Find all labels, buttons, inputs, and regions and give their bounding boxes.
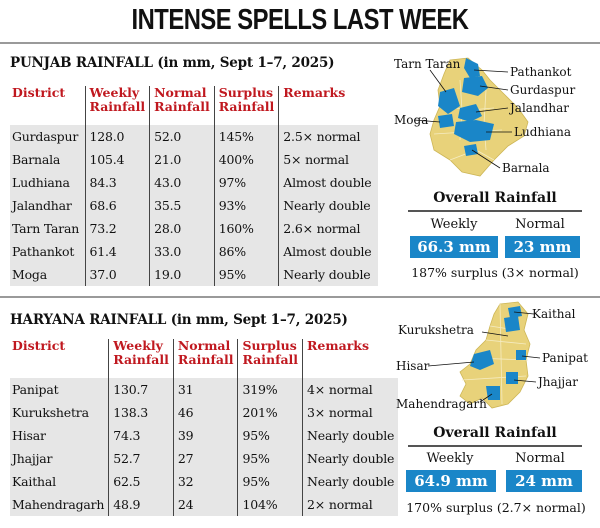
table-row: Ludhiana 84.3 43.0 97% Almost double	[10, 171, 378, 194]
table-row: Hisar 74.3 39 95% Nearly double	[10, 424, 399, 447]
middle-divider	[0, 296, 600, 298]
haryana-weekly-label: Weekly	[426, 451, 474, 466]
label-mahendragarh: Mahendragarh	[396, 397, 487, 411]
moga-district	[438, 114, 454, 128]
haryana-normal-value: 24 mm	[506, 470, 582, 492]
haryana-section-title: HARYANA RAINFALL (in mm, Sept 1–7, 2025)	[10, 312, 348, 328]
punjab-normal-label: Normal	[515, 217, 565, 232]
table-row: Jalandhar 68.6 35.5 93% Nearly double	[10, 194, 378, 217]
header-district: District	[12, 85, 66, 100]
label-kaithal: Kaithal	[532, 307, 576, 321]
table-row: Kurukshetra 138.3 46 201% 3× normal	[10, 401, 399, 424]
header-remarks: Remarks	[302, 339, 399, 369]
haryana-weekly-value: 64.9 mm	[406, 470, 496, 492]
label-jalandhar: Jalandhar	[508, 101, 569, 115]
label-panipat: Panipat	[542, 351, 588, 365]
table-row: Kaithal 62.5 32 95% Nearly double	[10, 470, 399, 493]
haryana-map: Kaithal Kurukshetra Panipat Hisar Jhajja…	[396, 301, 588, 411]
top-divider	[0, 42, 600, 44]
pathankot-district	[464, 58, 480, 78]
haryana-surplus-note: 170% surplus (2.7× normal)	[406, 500, 586, 515]
jalandhar-district	[458, 104, 482, 122]
hisar-district	[470, 350, 494, 370]
barnala-district	[464, 144, 478, 156]
table-row: Moga 37.0 19.0 95% Nearly double	[10, 263, 378, 286]
label-moga: Moga	[394, 113, 428, 127]
mahendragarh-district	[486, 386, 500, 400]
label-tarn-taran: Tarn Taran	[394, 57, 461, 71]
label-ludhiana: Ludhiana	[514, 125, 571, 139]
haryana-overall-title: Overall Rainfall	[433, 425, 557, 441]
punjab-overall-divider	[408, 210, 582, 212]
haryana-overall-divider	[408, 445, 582, 447]
headline: INTENSE SPELLS LAST WEEK	[131, 4, 469, 36]
label-pathankot: Pathankot	[510, 65, 572, 79]
table-row: Panipat 130.7 31 319% 4× normal	[10, 378, 399, 401]
haryana-normal-label: Normal	[515, 451, 565, 466]
punjab-section-title: PUNJAB RAINFALL (in mm, Sept 1–7, 2025)	[10, 55, 335, 71]
header-weekly: Weekly Rainfall	[108, 339, 174, 369]
label-gurdaspur: Gurdaspur	[510, 83, 575, 97]
label-kurukshetra: Kurukshetra	[398, 323, 474, 337]
label-barnala: Barnala	[502, 161, 550, 175]
table-row: Jhajjar 52.7 27 95% Nearly double	[10, 447, 399, 470]
header-surplus: Surplus Rainfall	[237, 339, 303, 369]
table-row: Tarn Taran 73.2 28.0 160% 2.6× normal	[10, 217, 378, 240]
kaithal-district	[504, 316, 520, 332]
label-hisar: Hisar	[396, 359, 430, 373]
punjab-leader-lines	[413, 69, 512, 169]
header-normal: Normal Rainfall	[149, 86, 215, 116]
header-surplus: Surplus Rainfall	[213, 86, 279, 116]
table-row: Gurdaspur 128.0 52.0 145% 2.5× normal	[10, 125, 378, 148]
table-row: Pathankot 61.4 33.0 86% Almost double	[10, 240, 378, 263]
punjab-rainfall-table: District Weekly Rainfall Normal Rainfall S…	[10, 86, 378, 286]
punjab-weekly-value: 66.3 mm	[410, 236, 498, 258]
haryana-leader-lines	[427, 311, 541, 403]
table-row: Mahendragarh 48.9 24 104% 2× normal	[10, 493, 399, 516]
tarn-taran-district	[438, 88, 460, 114]
haryana-district-lines	[461, 303, 529, 405]
punjab-normal-value: 23 mm	[505, 236, 580, 258]
header-normal: Normal Rainfall	[172, 339, 238, 369]
header-district: District	[12, 338, 66, 353]
panipat-district	[516, 350, 526, 360]
table-row: Barnala 105.4 21.0 400% 5× normal	[10, 148, 378, 171]
punjab-weekly-label: Weekly	[430, 217, 478, 232]
header-weekly: Weekly Rainfall	[84, 86, 150, 116]
header-remarks: Remarks	[278, 86, 378, 116]
label-jhajjar: Jhajjar	[536, 375, 578, 389]
haryana-rainfall-table: District Weekly Rainfall Normal Rainfall S…	[10, 338, 399, 516]
punjab-overall-title: Overall Rainfall	[433, 190, 557, 206]
table-header-row: District Weekly Rainfall Normal Rainfall S…	[10, 338, 399, 369]
ludhiana-district	[454, 120, 494, 142]
jhajjar-district	[506, 372, 518, 384]
gurdaspur-district	[462, 76, 488, 96]
table-header-row: District Weekly Rainfall Normal Rainfall S…	[10, 86, 378, 116]
punjab-map: Tarn Taran Pathankot Gurdaspur Jalandhar…	[394, 57, 575, 177]
punjab-surplus-note: 187% surplus (3× normal)	[411, 265, 579, 280]
